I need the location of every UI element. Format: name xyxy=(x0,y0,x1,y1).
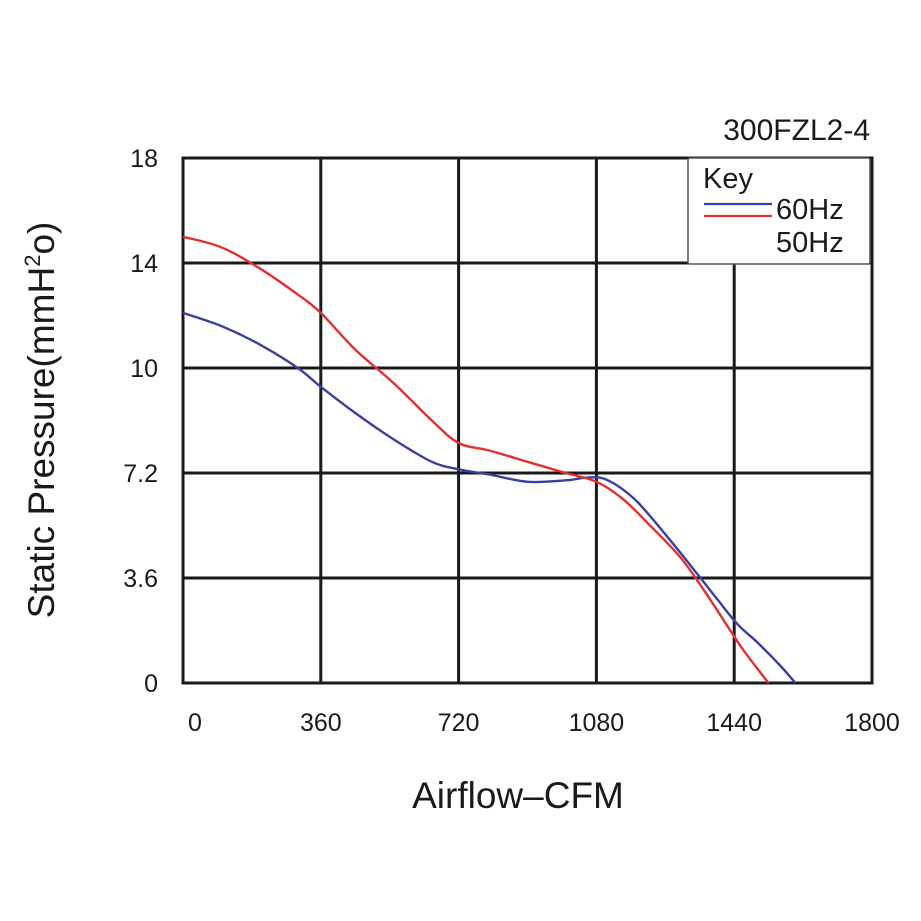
x-tick-label: 1800 xyxy=(844,709,900,737)
legend-title: Key xyxy=(703,163,753,195)
y-axis-title-main: Static Pressure(mmH xyxy=(21,267,62,619)
y-tick-label: 0 xyxy=(144,670,158,698)
y-axis-title: Static Pressure(mmH2o) xyxy=(20,222,62,619)
x-tick-label: 360 xyxy=(300,709,342,737)
chart-title: 300FZL2-4 xyxy=(723,114,870,147)
x-tick-label: 0 xyxy=(188,709,202,737)
y-tick-label: 14 xyxy=(130,250,158,278)
x-axis-title: Airflow–CFM xyxy=(412,775,624,816)
series-line-50hz xyxy=(182,235,770,684)
legend-label-50hz: 50Hz xyxy=(776,227,844,259)
legend: Key 60Hz 50Hz xyxy=(687,157,871,265)
legend-box xyxy=(687,157,871,265)
y-tick-label: 10 xyxy=(130,355,158,383)
series-layer xyxy=(182,235,797,684)
x-tick-label: 1440 xyxy=(706,709,762,737)
y-tick-label: 3.6 xyxy=(123,565,158,593)
y-axis-title-end: o) xyxy=(21,222,62,255)
x-tick-label: 720 xyxy=(438,709,480,737)
y-tick-label: 7.2 xyxy=(123,460,158,488)
y-tick-label: 18 xyxy=(130,145,158,173)
y-axis-title-sup: 2 xyxy=(20,255,45,267)
series-line-60hz xyxy=(182,311,797,684)
x-tick-label: 1080 xyxy=(569,709,625,737)
x-tick-labels: 0 360 720 1080 1440 1800 xyxy=(188,709,900,737)
legend-label-60hz: 60Hz xyxy=(776,194,844,226)
y-tick-labels: 18 14 10 7.2 3.6 0 xyxy=(123,145,158,698)
plot-frame xyxy=(181,156,874,685)
